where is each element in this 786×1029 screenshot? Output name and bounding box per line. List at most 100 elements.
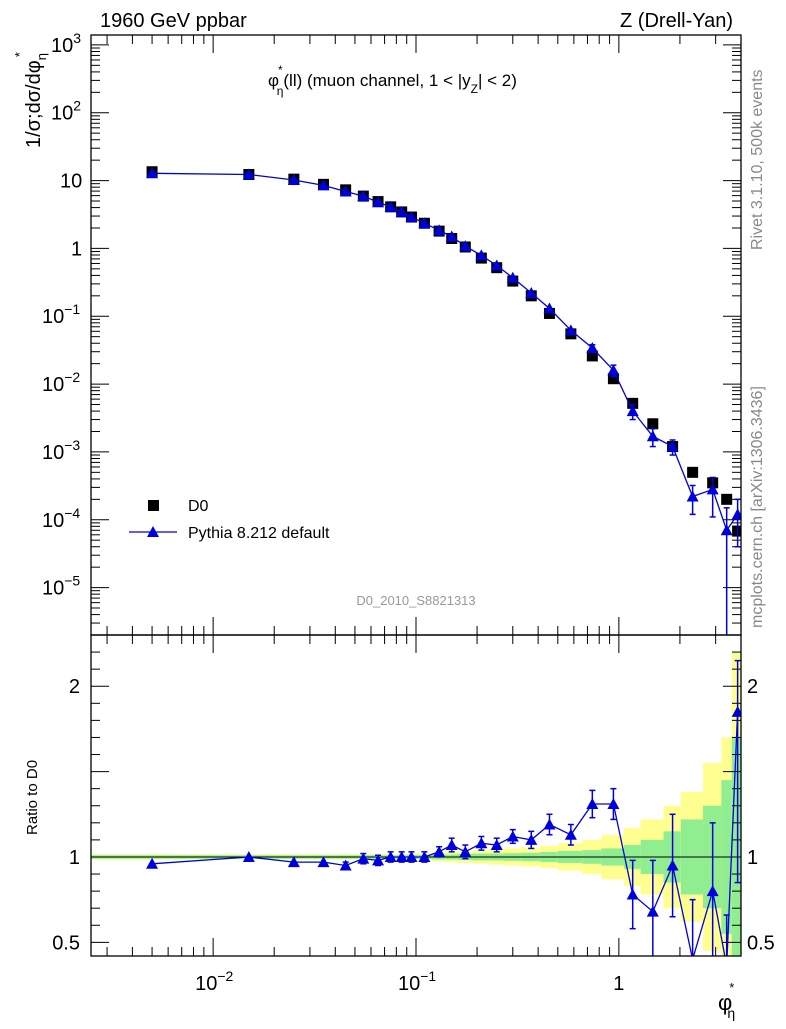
main-data [146, 166, 741, 635]
ratio-y-tick-label: 2 [69, 676, 80, 698]
d0-point [721, 493, 733, 505]
ratio-ylabel: Ratio to D0 [24, 760, 41, 835]
ratio-point [242, 850, 255, 862]
ratio-point [525, 833, 538, 845]
pythia-point [242, 168, 255, 180]
pythia-point [706, 483, 719, 495]
x-tick-label-base: 1 [613, 973, 624, 995]
pythia-point [433, 224, 446, 236]
pythia-point [445, 230, 458, 242]
pythia-point [543, 302, 556, 314]
ratio-point [459, 845, 472, 857]
pythia-point [525, 287, 538, 299]
axis-ticks [91, 35, 742, 956]
xlabel-sub: η [727, 1005, 735, 1021]
main-y-tick-label-base: 10 [51, 103, 73, 125]
ratio-point [475, 837, 488, 849]
title-phi-sub: η [277, 84, 284, 98]
ratio-frame [90, 634, 742, 957]
main-y-tick-label-exp: −2 [64, 369, 80, 385]
pythia-point [626, 405, 639, 417]
legend-d0-marker [148, 500, 159, 511]
ratio-point [607, 798, 620, 810]
title-phi: φ [268, 71, 279, 90]
side-label-bottom: mcplots.cern.ch [arXiv:1306.3436] [749, 386, 766, 628]
pythia-point [506, 271, 519, 283]
x-tick-label-base: 10 [398, 973, 420, 995]
main-y-tick-label: 1 [71, 238, 82, 260]
main-y-tick-label: 10−1 [42, 301, 80, 328]
main-y-tick-label-exp: 3 [73, 30, 81, 46]
ratio-point [445, 839, 458, 851]
main-y-tick-label-exp: −3 [64, 437, 80, 453]
ratio-point [433, 845, 446, 857]
main-y-tick-label-exp: −5 [64, 573, 80, 589]
ratio-point [384, 850, 397, 862]
x-tick-label: 10−1 [398, 968, 436, 995]
title-y-sub: Z [471, 82, 478, 96]
pythia-point [395, 205, 408, 217]
ratio-point [646, 905, 659, 917]
pythia-point [372, 196, 385, 208]
ratio-point [418, 850, 431, 862]
ratio-point [564, 828, 577, 840]
pythia-point [607, 364, 620, 376]
d0-point [607, 373, 619, 385]
main-ylabel: 1/σ;dσ/dφη * [12, 52, 49, 148]
watermark: D0_2010_S8821313 [356, 593, 475, 608]
pythia-point [459, 240, 472, 252]
ylabel-main: 1/σ;dσ/dφ [23, 60, 45, 148]
ratio-point [317, 856, 330, 868]
ratio-stat-band [731, 737, 741, 956]
ratio-point [339, 859, 352, 871]
pythia-point [418, 217, 431, 229]
main-y-tick-label-exp: −1 [64, 301, 80, 317]
pythia-point [384, 200, 397, 212]
legend-pythia-marker [147, 526, 159, 537]
ylabel-sup: * [12, 52, 27, 57]
pythia-point [686, 490, 699, 502]
pythia-point [146, 167, 159, 179]
legend: D0 Pythia 8.212 default [129, 498, 330, 542]
d0-point [647, 418, 659, 430]
d0-point [687, 466, 699, 478]
main-y-tick-label: 10 [60, 171, 82, 193]
ratio-point [706, 885, 719, 897]
x-tick-label-base: 10 [195, 973, 217, 995]
xlabel-sup: * [729, 980, 734, 995]
pythia-point [731, 508, 741, 520]
ratio-y-tick-label-right: 1 [747, 847, 758, 869]
ratio-point [691, 953, 695, 956]
x-tick-label: 1 [613, 973, 624, 995]
ratio-y-tick-label: 1 [69, 847, 80, 869]
header-left: 1960 GeV ppbar [100, 10, 247, 32]
ratio-point [405, 850, 418, 862]
main-y-tick-label: 103 [51, 30, 81, 57]
pythia-point [287, 173, 300, 185]
plot-title: φ* η(ll) (muon channel, 1 < |yZ| < 2) [268, 63, 517, 98]
main-y-tick-label-base: 10 [42, 374, 64, 396]
pythia-point [646, 430, 659, 442]
ylabel-sub: η [34, 53, 49, 60]
pythia-point [564, 324, 577, 336]
title-mid: (ll) (muon channel, 1 < |y [283, 71, 471, 90]
pythia-point [586, 342, 599, 354]
pythia-point [339, 185, 352, 197]
d0-point [627, 397, 639, 409]
main-y-tick-label: 10−4 [42, 505, 80, 532]
ratio-point [543, 818, 556, 830]
main-y-tick-label-base: 10 [42, 510, 64, 532]
pythia-point [357, 190, 370, 202]
ratio-point [666, 859, 679, 871]
pythia-point [666, 440, 679, 452]
main-y-tick-label: 10−5 [42, 573, 80, 600]
ratio-point [357, 852, 370, 864]
xlabel-main: φ [718, 990, 732, 1015]
x-tick-label-exp: −2 [217, 968, 233, 984]
title-end: | < 2) [478, 71, 517, 90]
x-tick-label-exp: −1 [420, 968, 436, 984]
ratio-point [731, 705, 741, 717]
